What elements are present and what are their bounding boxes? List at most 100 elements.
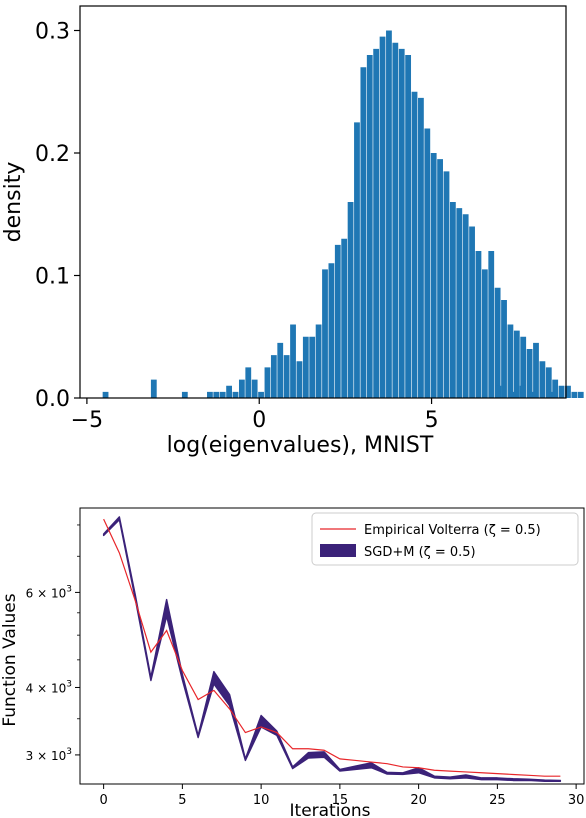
histogram-bar [334,244,341,398]
histogram-bar [513,330,520,398]
legend: Empirical Volterra (ζ = 0.5) SGD+M (ζ = 0… [311,512,579,566]
histogram-bar [219,391,226,398]
histogram-bar [571,391,578,398]
histogram-bar [373,48,380,398]
legend-sgd-swatch [320,544,356,557]
x-tick-label: 20 [410,793,427,808]
histogram-bar [347,202,354,398]
histogram-bar [360,67,367,398]
function-values-chart: 0 5 10 15 20 25 30 3 × 103 4 × 103 6 × 103 Iterati… [0,507,585,818]
histogram-bar [520,336,527,398]
histogram-bar [213,391,220,398]
histogram-bar [283,355,290,398]
x-tick-label: 5 [178,793,186,808]
histogram-bar [386,30,392,398]
histogram-bar [354,122,360,398]
histogram-bar [226,385,232,398]
legend-sgd-label: SGD+M (ζ = 0.5) [364,545,476,560]
histogram-bars [102,30,584,398]
x-tick-label: 0 [99,793,107,808]
histogram-bar [398,48,405,398]
histogram-bar [290,324,296,398]
histogram-bar [366,55,373,398]
histogram-bar [430,153,437,398]
histogram-bar [495,385,502,398]
histogram-bar [296,361,303,398]
histogram-bar [456,208,463,398]
histogram-bar [232,391,239,398]
histogram-bar [181,391,188,398]
x-axis-label: Iterations [290,801,371,818]
sgd-band [102,516,562,783]
histogram-bar [315,324,322,398]
histogram-bar [545,367,552,398]
histogram-bar [322,269,328,398]
histogram-bar [494,287,501,398]
histogram-bar [533,342,539,398]
histogram-bar [309,336,316,398]
y-tick-label: 6 × 103 [26,584,72,600]
histogram-bar [577,391,584,398]
histogram-bar [475,251,482,398]
histogram-bar [507,324,514,398]
histogram-bar [277,342,284,398]
plot-frame [79,507,585,785]
eigenvalue-histogram: −5 0 5 0.0 0.1 0.2 0.3 log(eigenvalues), MNIST d… [1,5,584,458]
y-tick-label: 3 × 103 [26,747,72,763]
y-tick-label: 0.2 [35,142,70,167]
histogram-bar [449,202,456,398]
histogram-bar [411,91,418,398]
y-tick-label: 0.1 [35,265,70,290]
x-tick-label: 5 [425,408,439,433]
histogram-bar [549,391,555,398]
histogram-bar [264,367,271,398]
histogram-bar [552,379,559,398]
histogram-bar [530,391,536,398]
x-tick-label: 15 [332,793,349,808]
x-tick-label: 30 [568,793,585,808]
y-tick-label: 0.3 [35,20,70,45]
histogram-bar [539,361,546,398]
y-axis-label: density [1,162,26,243]
histogram-bar [519,385,526,398]
histogram-bar [501,300,507,398]
legend-box [311,512,579,566]
y-tick-label: 4 × 103 [26,679,72,695]
histogram-bar [207,391,213,398]
histogram-bar [102,391,109,398]
histogram-bar [405,55,412,398]
histogram-bar [379,36,386,398]
histogram-bar [328,263,335,398]
histogram-bar [526,349,533,398]
histogram-bar [302,336,309,398]
histogram-bar [437,159,443,398]
y-axis-label: Function Values [0,593,20,726]
histogram-bar [392,42,399,398]
histogram-bar [245,367,252,398]
histogram-bar [481,269,488,398]
histogram-bar [424,128,431,398]
histogram-bar [558,385,565,398]
legend-volterra-label: Empirical Volterra (ζ = 0.5) [364,523,541,538]
histogram-bar [509,391,516,398]
histogram-bar [418,97,424,398]
plot-frame [79,5,567,399]
x-tick-label: 25 [489,793,506,808]
histogram-bar [462,214,469,398]
histogram-bar [488,251,495,398]
histogram-bar [341,238,348,398]
y-tick-label: 0.0 [35,387,70,412]
histogram-bar [270,355,277,398]
histogram-bar [469,226,475,398]
histogram-bar [443,171,450,398]
x-axis-label: log(eigenvalues), MNIST [167,433,434,458]
x-tick-label: 10 [253,793,270,808]
x-tick-label: 0 [252,408,266,433]
histogram-bar [258,391,264,398]
volterra-line [103,518,561,777]
x-tick-label: −5 [71,408,103,433]
histogram-bar [251,379,258,398]
histogram-bar [565,385,571,398]
histogram-bar [238,379,245,398]
histogram-bar [150,379,157,398]
